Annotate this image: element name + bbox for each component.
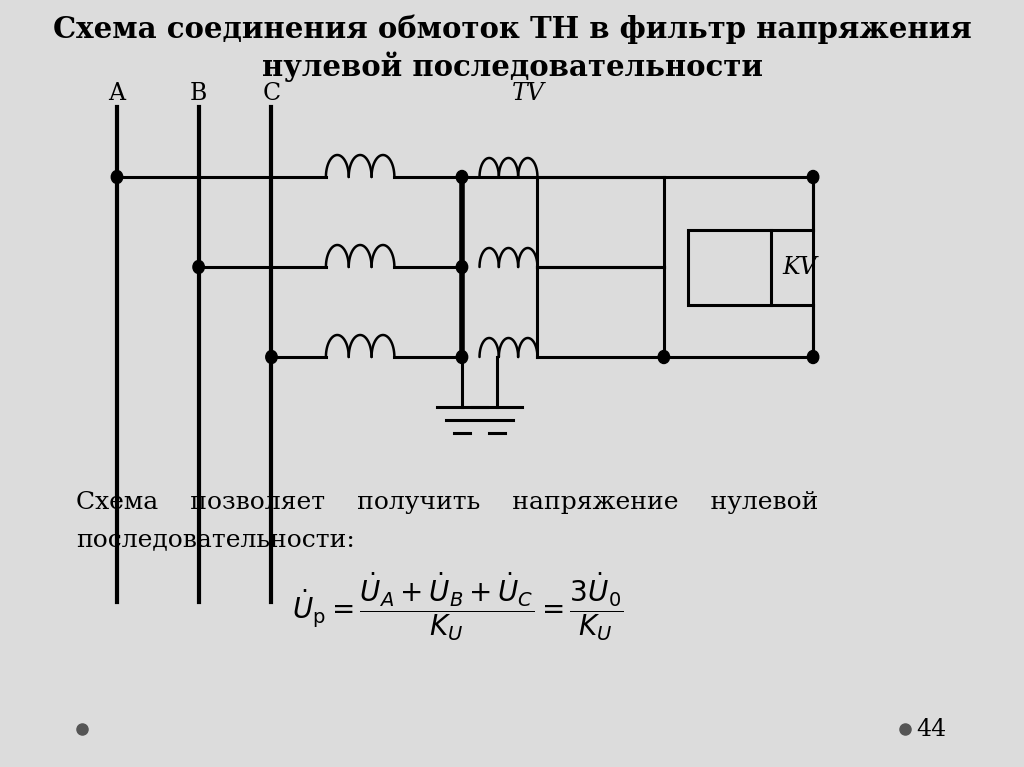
Text: C: C <box>262 82 281 105</box>
Circle shape <box>457 351 468 364</box>
Text: Схема    позволяет    получить    напряжение    нулевой: Схема позволяет получить напряжение нуле… <box>76 491 818 513</box>
Circle shape <box>112 170 123 183</box>
Circle shape <box>807 170 819 183</box>
Text: Схема соединения обмоток ТН в фильтр напряжения: Схема соединения обмоток ТН в фильтр нап… <box>52 15 972 44</box>
Text: B: B <box>189 82 207 105</box>
Circle shape <box>193 261 205 274</box>
Text: A: A <box>109 82 126 105</box>
Text: 44: 44 <box>915 717 946 740</box>
Text: нулевой последовательности: нулевой последовательности <box>261 51 763 82</box>
Text: последовательности:: последовательности: <box>76 528 354 551</box>
Circle shape <box>457 170 468 183</box>
Circle shape <box>457 261 468 274</box>
Text: TV: TV <box>511 82 544 105</box>
Circle shape <box>266 351 278 364</box>
Text: $\dot{U}_{\mathrm{p}} = \dfrac{\dot{U}_{A}+\dot{U}_{B}+\dot{U}_{C}}{K_{U}} = \df: $\dot{U}_{\mathrm{p}} = \dfrac{\dot{U}_{… <box>292 571 624 644</box>
Circle shape <box>658 351 670 364</box>
Text: KV: KV <box>782 255 816 278</box>
Circle shape <box>807 351 819 364</box>
